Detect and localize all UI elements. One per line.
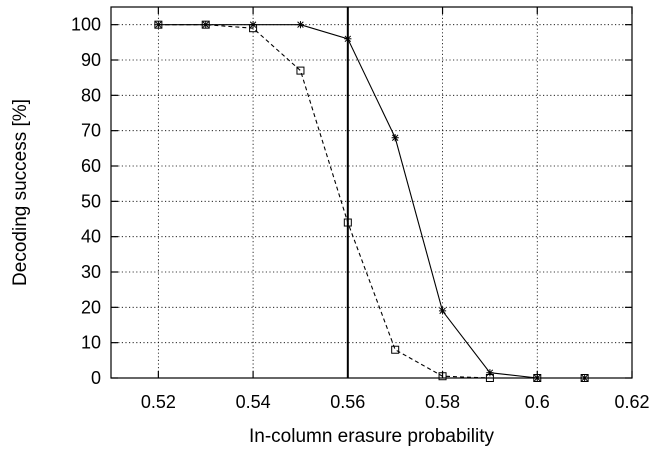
x-tick-label: 0.56 — [330, 392, 365, 412]
y-tick-labels: 0 10 20 30 40 50 60 70 80 90 100 — [71, 15, 101, 388]
series-2-line — [158, 24, 585, 379]
x-axis-label: In-column erasure probability — [249, 426, 495, 447]
data-point — [391, 345, 400, 354]
y-axis-label: Decoding success [%] — [10, 99, 31, 286]
grid-lines — [111, 7, 632, 378]
y-tick-label: 40 — [81, 227, 101, 247]
y-tick-label: 50 — [81, 191, 101, 211]
plot-frame — [110, 6, 633, 379]
axis-ticks — [111, 7, 633, 379]
x-tick-label: 0.58 — [425, 392, 460, 412]
x-tick-label: 0.62 — [614, 392, 649, 412]
x-tick-label: 0.6 — [525, 392, 550, 412]
data-point — [486, 369, 494, 377]
y-tick-label: 80 — [81, 85, 101, 105]
x-tick-label: 0.52 — [141, 392, 176, 412]
y-tick-label: 90 — [81, 50, 101, 70]
y-tick-label: 20 — [81, 297, 101, 317]
y-tick-label: 30 — [81, 262, 101, 282]
y-tick-label: 10 — [81, 333, 101, 353]
x-tick-labels: 0.52 0.54 0.56 0.58 0.6 0.62 — [141, 392, 650, 412]
y-tick-label: 0 — [91, 368, 101, 388]
x-tick-label: 0.54 — [236, 392, 271, 412]
data-point — [296, 21, 305, 29]
data-point — [154, 20, 163, 29]
series-1-line — [158, 24, 585, 379]
data-point — [343, 218, 352, 227]
data-point — [296, 66, 305, 75]
y-tick-label: 60 — [81, 156, 101, 176]
y-tick-label: 100 — [71, 15, 101, 35]
data-point — [249, 24, 258, 33]
y-tick-label: 70 — [81, 121, 101, 141]
data-point — [391, 134, 399, 142]
data-point — [438, 307, 447, 315]
data-point — [344, 35, 352, 43]
data-point — [201, 20, 210, 29]
